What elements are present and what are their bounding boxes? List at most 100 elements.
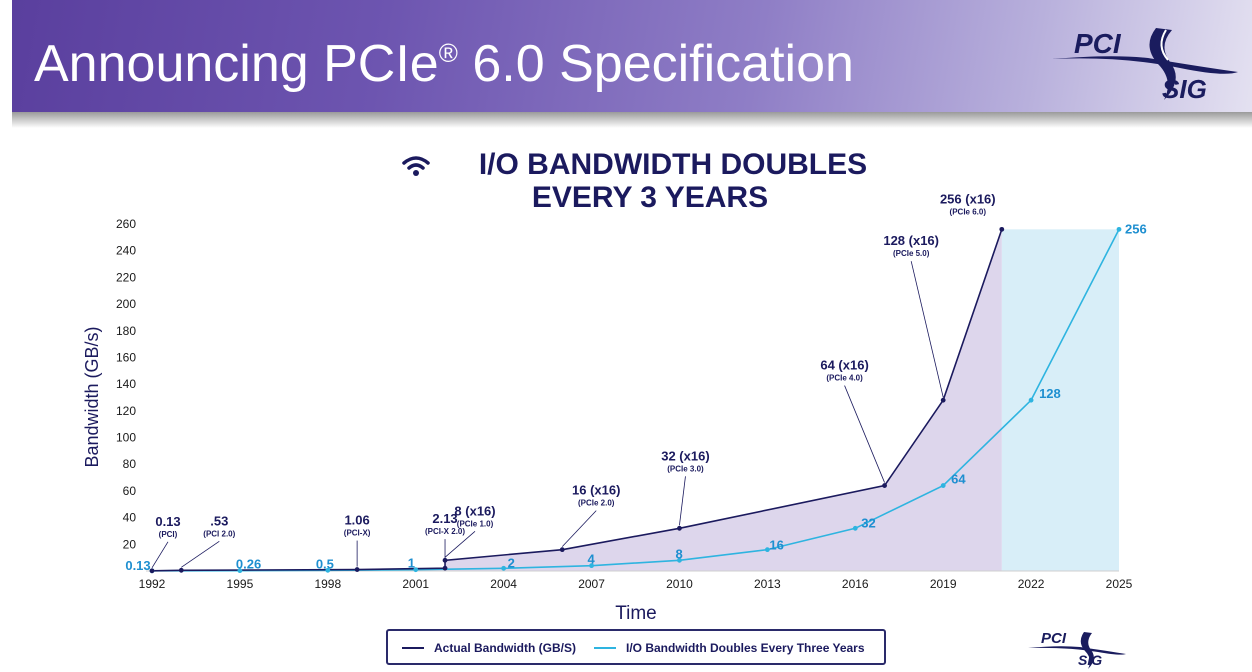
x-tick-label: 1992 [139, 577, 166, 591]
actual-data-label: .53 [210, 513, 228, 528]
doubling-data-label: 16 [769, 538, 783, 553]
footer-logo-sig-text: SIG [1078, 652, 1103, 668]
actual-data-sublabel: (PCIe 2.0) [578, 499, 615, 508]
doubling-data-label: 1 [408, 556, 415, 571]
label-leader-line [561, 510, 597, 547]
actual-point [999, 226, 1005, 232]
actual-data-label: 16 (x16) [572, 483, 620, 498]
actual-data-sublabel: (PCI) [159, 530, 178, 539]
x-tick-label: 2025 [1106, 577, 1133, 591]
actual-shade-area [152, 229, 1002, 572]
actual-data-label: 8 (x16) [454, 503, 495, 518]
doubling-data-label: 64 [951, 472, 966, 487]
doubling-data-label: 128 [1039, 386, 1061, 401]
doubling-data-label: 2 [508, 555, 515, 570]
actual-data-label: 64 (x16) [820, 358, 868, 373]
y-tick-label: 200 [116, 297, 136, 311]
legend-doubling-swatch [594, 647, 616, 649]
x-tick-label: 2013 [754, 577, 781, 591]
pci-sig-logo: PCI SIG [1052, 22, 1242, 104]
page-title-text: Announcing PCIe [34, 35, 439, 93]
doubling-point [413, 567, 419, 573]
actual-data-sublabel: (PCIe 3.0) [667, 464, 704, 473]
legend-doubling-label: I/O Bandwidth Doubles Every Three Years [626, 641, 865, 655]
actual-series-line [151, 229, 1003, 572]
doubling-data-label: 256 [1125, 221, 1147, 236]
label-leader-line [444, 531, 476, 558]
actual-data-label: 1.06 [344, 513, 369, 528]
doubling-shade-area [1001, 229, 1119, 572]
actual-data-sublabel: (PCIe 4.0) [826, 374, 863, 383]
x-tick-label: 2010 [666, 577, 693, 591]
doubling-data-label: 8 [675, 546, 682, 561]
doubling-point [764, 547, 770, 553]
actual-point [882, 483, 887, 488]
doubling-point [501, 565, 507, 571]
doubling-data-label: 0.26 [236, 557, 261, 572]
y-tick-label: 120 [116, 404, 136, 418]
actual-data-sublabel: (PCIe 6.0) [950, 207, 987, 216]
x-tick-label: 2016 [842, 577, 869, 591]
x-tick-label: 2007 [578, 577, 605, 591]
logo-swoosh-icon [1052, 28, 1238, 100]
actual-point [940, 397, 946, 403]
y-tick-label: 160 [116, 350, 136, 364]
footer-pci-sig-logo: PCI SIG [1028, 630, 1128, 670]
legend-actual-label: Actual Bandwidth (GB/S) [434, 641, 576, 655]
y-tick-label: 100 [116, 431, 136, 445]
x-tick-label: 2019 [930, 577, 957, 591]
header-banner [12, 0, 1252, 112]
footer-logo-swoosh-icon [1028, 632, 1126, 669]
y-tick-label: 240 [116, 244, 136, 258]
doubling-point [677, 557, 682, 563]
wifi-icon [402, 156, 430, 176]
label-leader-line [844, 385, 885, 483]
actual-data-label: 2.13 [432, 511, 457, 526]
chart-title-line2: EVERY 3 YEARS [531, 181, 769, 214]
chart-title-text-1: I/O BANDWIDTH DOUBLES [478, 148, 868, 181]
doubling-point [852, 525, 858, 531]
label-leader-line [181, 540, 220, 568]
y-tick-label: 60 [123, 484, 137, 498]
doubling-data-label: 0.13 [125, 558, 150, 573]
page-title: Announcing PCIe® 6.0 Specification [34, 38, 854, 90]
x-tick-label: 2022 [1018, 577, 1045, 591]
actual-point [677, 525, 682, 531]
label-leader-line [151, 541, 169, 569]
legend-actual-swatch [402, 647, 424, 649]
y-tick-label: 220 [116, 270, 136, 284]
y-tick-label: 80 [123, 457, 137, 471]
page-title-suffix: 6.0 Specification [457, 35, 854, 93]
actual-data-label: 0.13 [155, 514, 180, 529]
actual-data-label: 32 (x16) [661, 448, 709, 463]
actual-data-sublabel: (PCI-X) [344, 529, 371, 538]
actual-data-label: 128 (x16) [883, 233, 939, 248]
registered-mark: ® [438, 38, 458, 68]
actual-point [442, 565, 448, 571]
logo-sig-text: SIG [1162, 74, 1207, 104]
actual-data-sublabel: (PCI 2.0) [203, 529, 235, 538]
doubling-point [1028, 397, 1034, 403]
chart-title: I/O BANDWIDTH DOUBLES EVERY 3 YEARS [390, 148, 910, 214]
y-tick-label: 40 [123, 511, 137, 525]
actual-point [559, 547, 565, 553]
actual-data-label: 256 (x16) [940, 191, 996, 206]
label-leader-line [910, 261, 944, 398]
doubling-point [237, 568, 243, 574]
actual-data-sublabel: (PCIe 5.0) [893, 249, 930, 258]
actual-data-sublabel: (PCI-X 2.0) [425, 527, 465, 536]
x-tick-label: 2004 [490, 577, 517, 591]
label-leader-line [679, 476, 686, 526]
y-axis-title: Bandwidth (GB/s) [82, 326, 102, 467]
doubling-data-label: 32 [861, 515, 875, 530]
x-axis-title: Time [615, 603, 657, 624]
doubling-point [325, 567, 331, 573]
x-tick-label: 1995 [227, 577, 254, 591]
chart-legend: Actual Bandwidth (GB/S) I/O Bandwidth Do… [386, 629, 886, 665]
doubling-point [589, 563, 594, 569]
doubling-data-label: 0.5 [316, 556, 334, 571]
x-tick-label: 1998 [314, 577, 341, 591]
actual-point [354, 567, 360, 572]
logo-pci-text: PCI [1074, 28, 1121, 59]
